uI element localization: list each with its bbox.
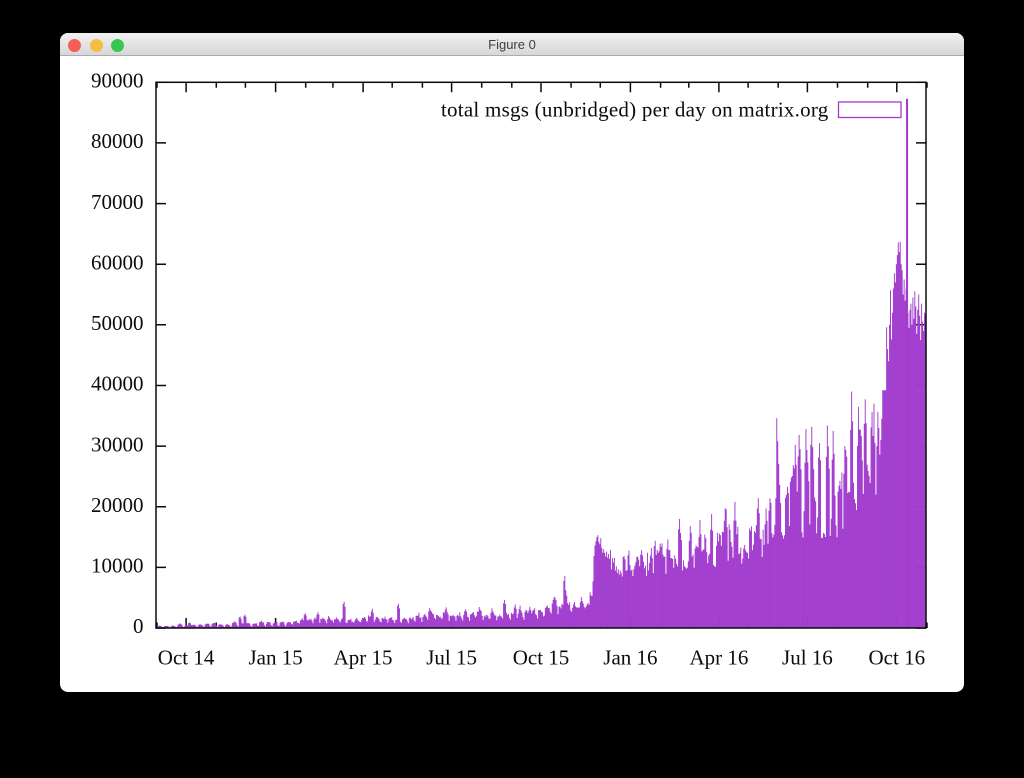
svg-text:90000: 90000 bbox=[91, 69, 144, 93]
svg-text:Jul 15: Jul 15 bbox=[426, 646, 477, 670]
svg-text:10000: 10000 bbox=[91, 554, 144, 578]
svg-text:Jul 16: Jul 16 bbox=[782, 646, 833, 670]
svg-text:70000: 70000 bbox=[91, 190, 144, 214]
svg-text:Jan 16: Jan 16 bbox=[603, 646, 657, 670]
svg-text:50000: 50000 bbox=[91, 311, 144, 335]
svg-text:30000: 30000 bbox=[91, 432, 144, 456]
svg-text:Apr 15: Apr 15 bbox=[334, 646, 393, 670]
svg-text:40000: 40000 bbox=[91, 372, 144, 396]
svg-text:0: 0 bbox=[133, 614, 144, 638]
svg-text:Jan 15: Jan 15 bbox=[248, 646, 302, 670]
svg-text:20000: 20000 bbox=[91, 493, 144, 517]
svg-text:60000: 60000 bbox=[91, 250, 144, 274]
svg-text:Oct 14: Oct 14 bbox=[158, 646, 215, 670]
svg-text:Apr 16: Apr 16 bbox=[689, 646, 748, 670]
svg-text:80000: 80000 bbox=[91, 129, 144, 153]
svg-text:total msgs (unbridged) per day: total msgs (unbridged) per day on matrix… bbox=[441, 98, 829, 122]
svg-text:Oct 15: Oct 15 bbox=[513, 646, 570, 670]
svg-text:Oct 16: Oct 16 bbox=[869, 646, 926, 670]
